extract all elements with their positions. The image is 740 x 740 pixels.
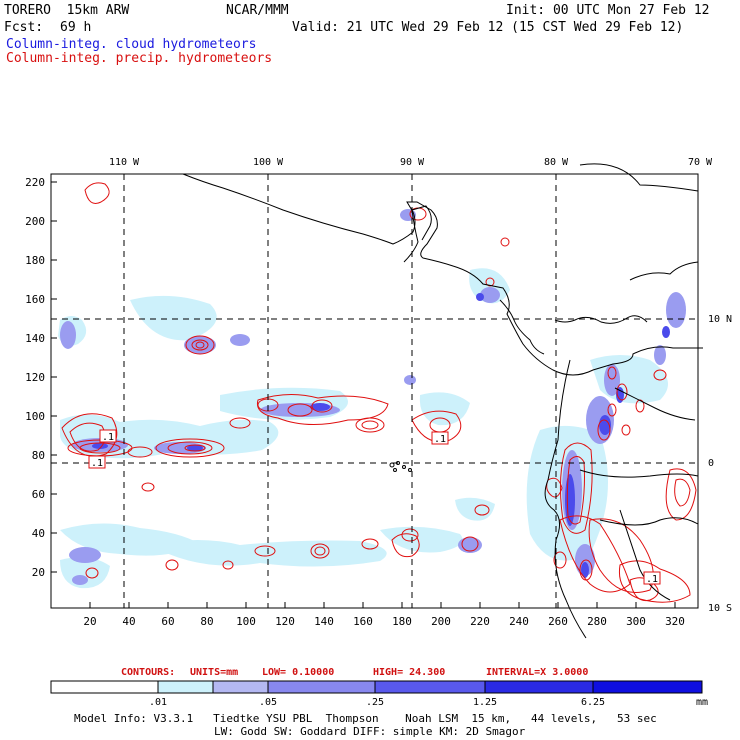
contours-units: UNITS=mm [190,667,239,678]
field-title-precip: Column-integ. precip. hydrometeors [6,51,273,66]
lon-label: 100 W [253,157,284,168]
valid-time: Valid: 21 UTC Wed 29 Feb 12 (15 CST Wed … [292,20,684,35]
x-tick-label: 320 [665,615,685,628]
x-tick-label: 220 [470,615,490,628]
model-info-line2: LW: Godd SW: Goddard DIFF: simple KM: 2D… [214,725,526,738]
top-lon-labels: 110 W 100 W 90 W 80 W 70 W [109,157,713,168]
x-tick-label: 60 [161,615,174,628]
x-tick-label: 240 [509,615,529,628]
colorbar [50,680,703,694]
y-tick-label: 40 [32,527,45,540]
x-tick-label: 180 [392,615,412,628]
x-tick-label: 120 [275,615,295,628]
field-title-cloud: Column-integ. cloud hydrometeors [6,37,257,52]
colorbar-label: .05 [259,697,277,708]
contour-label-texts: .1 .1 .1 .1 [91,432,658,585]
x-tick-label: 200 [431,615,451,628]
model-title: TORERO 15km ARW [4,3,130,18]
colorbar-segment [484,680,594,694]
contour-label-box [431,431,449,445]
colorbar-labels: .01 .05 .25 1.25 6.25 mm [149,697,708,708]
colorbar-unit: mm [696,697,708,708]
colorbar-label: 1.25 [473,697,497,708]
contour-label-box [99,429,117,443]
galapagos-islands [389,461,412,472]
x-tick-label: 40 [122,615,135,628]
forecast-label: Fcst: [4,20,44,35]
x-tick-label: 100 [236,615,256,628]
y-tick-label: 20 [32,566,45,579]
x-axis: 20 40 60 80 100 120 140 160 180 200 220 … [83,615,685,628]
y-tick-label: 100 [25,410,45,423]
right-lat-labels: 10 N 0 10 S [708,314,732,614]
colorbar-label: 6.25 [581,697,605,708]
org-label: NCAR/MMM [226,3,289,18]
lat-label: 0 [708,458,714,469]
colorbar-label: .25 [366,697,384,708]
model-info-line1: Model Info: V3.3.1 Tiedtke YSU PBL Thomp… [74,712,657,725]
lat-label: 10 S [708,603,732,614]
contour-label-boxes [88,429,661,585]
map-frame [50,173,699,609]
contours-low: LOW= 0.10000 [262,667,335,678]
colorbar-segment [157,680,214,694]
y-tick-label: 60 [32,488,45,501]
y-axis: 220 200 180 160 140 120 100 80 60 40 20 [25,176,45,579]
colorbar-segment [212,680,269,694]
colorbar-segment [374,680,486,694]
lon-label: 110 W [109,157,140,168]
contour-label-box [88,455,106,469]
cloud-shading-light [58,268,668,589]
lon-label: 80 W [544,157,569,168]
colorbar-segment [592,680,703,694]
x-tick-label: 20 [83,615,96,628]
contours-high: HIGH= 24.300 [373,667,446,678]
contours-heading: CONTOURS: [121,667,176,678]
contour-label-text: .1 [102,432,114,443]
y-tick-marks [51,181,57,573]
x-tick-label: 300 [626,615,646,628]
init-time: Init: 00 UTC Mon 27 Feb 12 [506,3,710,18]
x-tick-marks [89,602,676,608]
lon-label: 70 W [688,157,713,168]
y-tick-label: 160 [25,293,45,306]
lat-label: 10 N [708,314,732,325]
contour-label-box [643,571,661,585]
y-tick-label: 140 [25,332,45,345]
colorbar-segment [50,680,159,694]
coastlines [182,163,703,639]
forecast-hours: 69 h [60,20,92,35]
y-tick-label: 80 [32,449,45,462]
contour-label-text: .1 [434,434,446,445]
contours-interval: INTERVAL=X 3.0000 [486,667,589,678]
y-tick-label: 180 [25,254,45,267]
graticule [51,174,698,608]
x-tick-label: 140 [314,615,334,628]
cloud-shading-dark [92,293,670,578]
y-tick-label: 120 [25,371,45,384]
colorbar-segment [267,680,376,694]
x-tick-label: 80 [200,615,213,628]
colorbar-label: .01 [149,697,167,708]
x-tick-label: 260 [548,615,568,628]
y-tick-label: 200 [25,215,45,228]
y-tick-label: 220 [25,176,45,189]
precip-contours [61,182,697,603]
x-tick-label: 280 [587,615,607,628]
contour-label-text: .1 [91,458,103,469]
lon-label: 90 W [400,157,425,168]
x-tick-label: 160 [353,615,373,628]
contour-label-text: .1 [646,574,658,585]
